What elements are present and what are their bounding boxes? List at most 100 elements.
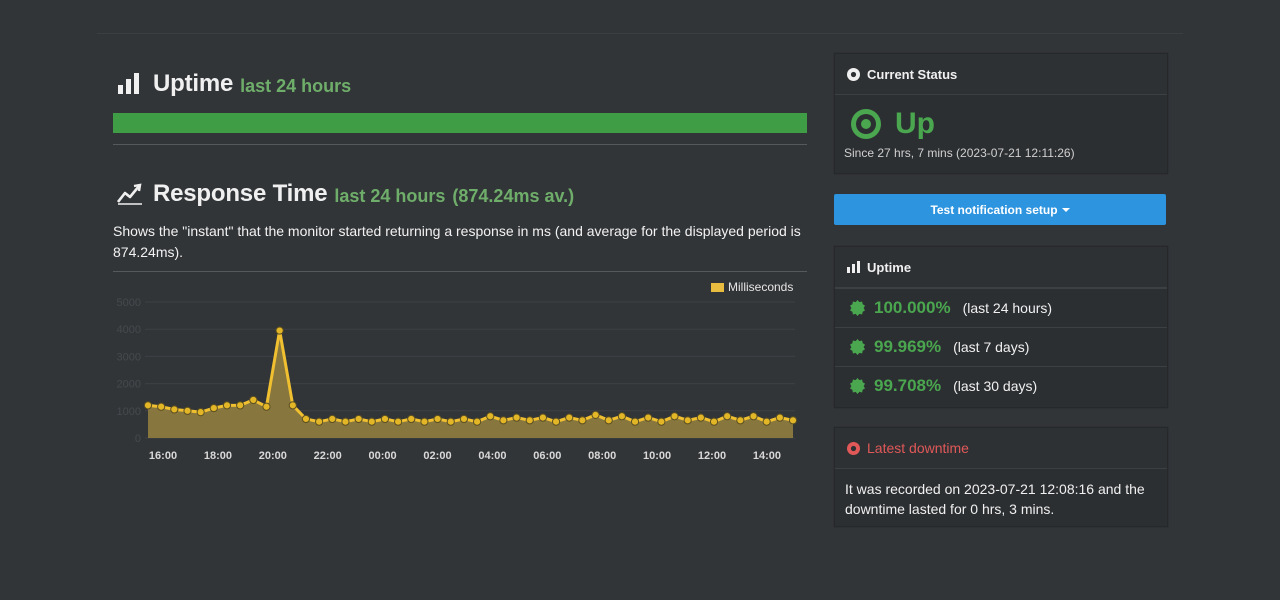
uptime-heading: Uptime last 24 hours bbox=[113, 66, 807, 102]
chart-legend[interactable]: Milliseconds bbox=[711, 280, 793, 294]
data-point bbox=[630, 417, 640, 426]
legend-label: Milliseconds bbox=[728, 280, 794, 294]
x-tick-label: 14:00 bbox=[753, 450, 781, 462]
dot-circle-icon bbox=[847, 441, 860, 455]
data-point bbox=[525, 416, 534, 425]
data-point bbox=[578, 416, 587, 425]
bar-chart-icon bbox=[117, 71, 143, 97]
data-point bbox=[512, 413, 521, 422]
certificate-icon bbox=[850, 339, 866, 355]
data-point bbox=[604, 416, 613, 425]
caret-down-icon bbox=[1061, 207, 1070, 212]
uptime-item: 100.000% (last 24 hours) bbox=[835, 288, 1167, 327]
data-point bbox=[236, 401, 245, 410]
uptime-item: 99.708% (last 30 days) bbox=[835, 366, 1167, 405]
data-point bbox=[486, 412, 495, 421]
data-point bbox=[551, 417, 561, 426]
legend-swatch bbox=[711, 282, 724, 292]
divider bbox=[113, 144, 807, 145]
y-tick-label: 5000 bbox=[117, 297, 141, 309]
response-time-title: Response Time bbox=[153, 180, 328, 207]
x-tick-label: 18:00 bbox=[204, 450, 232, 462]
data-point bbox=[209, 403, 218, 413]
data-point bbox=[696, 413, 705, 422]
data-point bbox=[328, 414, 337, 424]
y-tick-label: 2000 bbox=[117, 379, 141, 391]
x-tick-label: 06:00 bbox=[533, 450, 561, 462]
data-point bbox=[683, 416, 692, 425]
data-point bbox=[183, 406, 192, 415]
data-point bbox=[275, 326, 284, 335]
data-point bbox=[407, 414, 416, 424]
certificate-icon bbox=[850, 378, 866, 394]
data-point bbox=[170, 405, 179, 414]
latest-downtime-panel: Latest downtime It was recorded on 2023-… bbox=[834, 427, 1168, 527]
x-tick-label: 22:00 bbox=[314, 450, 342, 462]
data-point bbox=[736, 416, 745, 425]
dot-circle-icon bbox=[847, 67, 860, 81]
current-status-panel: Current Status Up Since 27 hrs, 7 mins (… bbox=[834, 53, 1168, 174]
uptime-period-label: (last 24 hours) bbox=[962, 300, 1053, 316]
certificate-icon bbox=[850, 300, 866, 316]
status-since: Since 27 hrs, 7 mins (2023-07-21 12:11:2… bbox=[844, 146, 1075, 160]
data-point bbox=[157, 402, 166, 411]
data-point bbox=[262, 402, 271, 411]
uptime-bar bbox=[113, 113, 807, 133]
uptime-title: Uptime bbox=[153, 70, 234, 97]
uptime-panel: Uptime 100.000% (last 24 hours) 99.969% … bbox=[834, 246, 1168, 408]
x-tick-label: 10:00 bbox=[643, 450, 671, 462]
current-status-header: Current Status bbox=[835, 54, 1167, 95]
data-point bbox=[657, 417, 666, 426]
data-point bbox=[775, 413, 784, 422]
response-time-chart: 0 1000 2000 3000 4000 5000 16:00 18:00 20:00 22:0… bbox=[113, 272, 807, 472]
line-chart-icon bbox=[117, 181, 143, 207]
data-point bbox=[394, 417, 403, 426]
test-notification-button[interactable]: Test notification setup bbox=[834, 194, 1166, 225]
response-time-period: last 24 hours bbox=[334, 185, 446, 206]
data-point bbox=[446, 417, 455, 426]
x-tick-label: 16:00 bbox=[149, 450, 177, 462]
data-point bbox=[459, 414, 469, 424]
uptime-percentage: 100.000% bbox=[874, 298, 951, 317]
status-up-icon bbox=[851, 109, 881, 139]
data-point bbox=[367, 417, 376, 426]
latest-downtime-title: Latest downtime bbox=[867, 440, 969, 456]
data-point bbox=[420, 417, 429, 426]
uptime-panel-title: Uptime bbox=[867, 259, 912, 275]
data-point bbox=[565, 413, 574, 422]
x-tick-label: 20:00 bbox=[259, 450, 287, 462]
x-tick-label: 00:00 bbox=[369, 450, 397, 462]
uptime-percentage: 99.708% bbox=[874, 376, 942, 395]
response-time-description: Shows the "instant" that the monitor sta… bbox=[113, 223, 801, 260]
y-tick-label: 3000 bbox=[117, 351, 141, 363]
y-tick-label: 1000 bbox=[117, 406, 141, 418]
x-tick-label: 02:00 bbox=[423, 450, 451, 462]
uptime-period-label: (last 7 days) bbox=[953, 339, 1030, 355]
uptime-period: last 24 hours bbox=[240, 75, 352, 96]
uptime-period-label: (last 30 days) bbox=[953, 378, 1038, 394]
uptime-percentage: 99.969% bbox=[874, 337, 942, 356]
data-point bbox=[788, 416, 798, 425]
current-status-title: Current Status bbox=[867, 66, 958, 82]
x-tick-label: 12:00 bbox=[698, 450, 726, 462]
uptime-item: 99.969% (last 7 days) bbox=[835, 327, 1167, 366]
status-state: Up bbox=[895, 107, 935, 140]
data-point bbox=[341, 417, 350, 426]
test-notification-label: Test notification setup bbox=[930, 202, 1058, 217]
x-tick-label: 04:00 bbox=[478, 450, 506, 462]
data-point bbox=[538, 413, 547, 422]
top-divider bbox=[97, 33, 1183, 34]
data-point bbox=[472, 417, 482, 426]
data-point bbox=[723, 412, 732, 421]
data-point bbox=[143, 401, 153, 410]
data-point bbox=[222, 401, 232, 410]
series-area bbox=[148, 330, 793, 438]
data-point bbox=[644, 413, 653, 422]
data-point bbox=[288, 401, 297, 410]
y-tick-label: 4000 bbox=[117, 324, 141, 336]
data-point bbox=[249, 395, 258, 405]
main-column: Uptime last 24 hours Response Time last … bbox=[113, 66, 807, 272]
data-point bbox=[499, 416, 508, 425]
data-point bbox=[354, 414, 363, 424]
uptime-panel-header: Uptime bbox=[835, 247, 1167, 288]
